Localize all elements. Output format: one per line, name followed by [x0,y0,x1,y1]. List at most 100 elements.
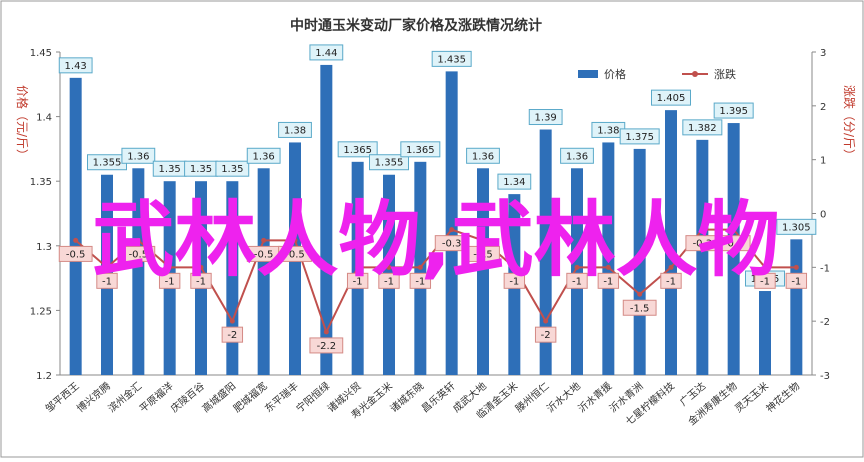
change-value-label-box [58,245,93,262]
bar [665,110,677,375]
change-value-label: -2.2 [317,341,337,352]
bar [633,148,646,375]
chart-title: 中时通玉米变动厂家价格及涨跌情况统计 [290,17,542,34]
change-point [543,318,549,324]
y2-axis-label: 涨跌（分/斤） [842,85,857,161]
bar-value-label: 1.355 [93,158,122,169]
change-point [198,264,204,270]
y2-tick-label: 0 [820,210,826,221]
change-point [637,291,643,297]
bar-value-label: 1.395 [719,106,748,117]
bar-value-label-box [246,147,281,164]
bar-value-label: 1.305 [782,222,811,233]
change-value-label-box [378,272,400,289]
change-point [731,227,737,233]
change-value-label-box [785,272,808,289]
bar-value-label: 1.38 [284,125,306,136]
change-value-label-box [660,272,682,289]
change-point [699,227,705,233]
change-value-label-box [503,272,526,289]
y-tick-label: 1.2 [36,371,52,382]
bar [132,168,145,375]
bar-value-label-box [619,128,660,145]
bar [445,71,458,375]
bar-value-label: 1.355 [375,158,404,169]
change-value-label-box [409,272,432,289]
change-point [229,318,235,324]
change-value-label: -1 [102,276,112,287]
change-point [511,264,517,270]
bar [69,77,82,375]
bar [790,239,803,375]
change-point [261,237,267,243]
change-value-label: -1 [415,276,425,287]
change-value-label-box [716,235,751,252]
bar [539,129,552,375]
bar [571,168,583,375]
bar-value-label: 1.39 [535,113,557,124]
change-value-label: -0.5 [129,249,149,260]
bar [602,142,615,375]
change-value-label: -1 [165,276,175,287]
change-value-label: -0.5 [66,249,86,260]
change-value-label: -1.5 [630,303,650,314]
legend-marker-change [692,71,698,77]
bar-value-label-box [215,160,250,177]
change-value-label: -0.5 [254,249,274,260]
change-value-label: -0.3 [724,239,744,250]
change-value-label-box [597,272,620,289]
change-value-label: -1 [666,276,676,287]
bar [320,64,333,376]
change-point [167,264,173,270]
change-value-label-box [221,326,244,343]
bar-value-label: 1.405 [657,93,686,104]
change-point [449,227,455,233]
change-point [135,237,141,243]
y2-tick-label: -1 [820,263,830,274]
bar-value-label-box [651,89,691,106]
bar-value-label-box [497,173,532,190]
change-value-label: -1 [760,276,770,287]
change-value-label: -0.5 [285,249,305,260]
overlay-watermark-text: 武林人物,武林人物 [92,193,779,288]
bar-value-label-box [776,218,817,235]
legend-label-change: 涨跌 [714,67,736,81]
legend-label-price: 价格 [604,67,626,81]
bar-value-label-box [121,147,156,164]
bar-value-label: 1.34 [503,177,525,188]
change-value-label: -1 [572,276,582,287]
change-point [386,264,392,270]
bar-value-label: 1.435 [437,54,466,65]
bar [226,181,239,375]
change-value-label-box [278,245,312,262]
axes: 1.2 1.25 1.3 1.35 1.4 1.45 -3 -2 -1 0 1 2 3 [30,48,830,382]
bar [696,139,709,375]
change-value-label-box [622,299,657,316]
change-point [793,264,799,270]
change-value-label: -0.3 [442,239,462,250]
legend: 价格 涨跌 [578,67,736,81]
change-value-label: -0.5 [473,249,493,260]
change-point [323,329,329,335]
bar [759,291,771,375]
change-value-label: -0.3 [693,239,713,250]
bar-value-label: 1.35 [159,164,181,175]
y-tick-label: 1.45 [30,48,52,59]
bar [477,168,489,375]
bar-value-label-box [278,121,312,138]
bar-value-label-box [400,141,441,158]
change-value-label-box [96,272,118,289]
change-value-label: -1 [196,276,206,287]
bar-value-label-box [528,109,563,126]
change-point [73,237,79,243]
change-value-label: -2 [541,330,551,341]
y-tick-label: 1.3 [36,242,52,253]
change-point [417,264,423,270]
bar-value-label: 1.36 [127,151,149,162]
change-point [355,264,361,270]
y2-tick-label: 1 [820,156,826,167]
change-point [104,264,110,270]
bar-value-label: 1.35 [190,164,212,175]
change-point [605,264,611,270]
